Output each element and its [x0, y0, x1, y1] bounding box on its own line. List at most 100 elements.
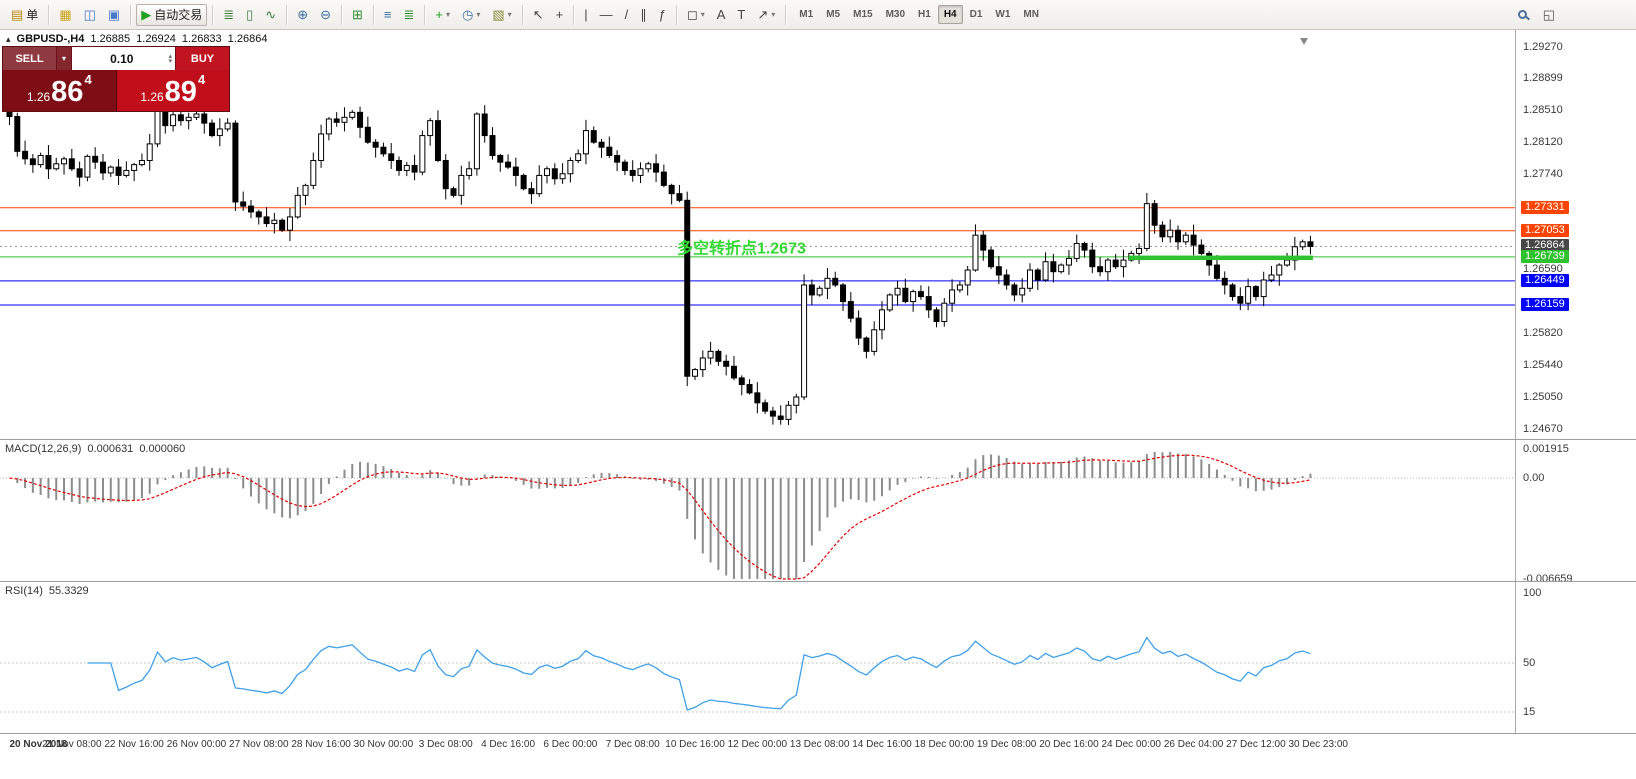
- vertical-line-button[interactable]: |: [579, 4, 592, 26]
- fibonacci-button[interactable]: ƒ: [654, 4, 671, 26]
- new-chart-window-button[interactable]: ◱: [1538, 4, 1560, 26]
- text-label-icon: T: [737, 7, 746, 22]
- time-axis[interactable]: 20 Nov 2018 21 Nov 08:00 22 Nov 16:00 26 No…: [0, 733, 1636, 755]
- chart-bars-button[interactable]: ≣: [218, 4, 239, 26]
- text-button[interactable]: A: [712, 4, 731, 26]
- window-list-icon: ≡: [383, 7, 392, 22]
- symbol-search-button[interactable]: [1513, 4, 1532, 26]
- timeframe-m15-button[interactable]: M15: [853, 9, 873, 20]
- templates-button[interactable]: ▧ ▾: [487, 4, 516, 26]
- autotrading-icon: ▶: [141, 7, 152, 22]
- rsi-axis[interactable]: 100 50 15: [1518, 582, 1608, 733]
- sell-price-button[interactable]: 1.26 86 4: [3, 70, 117, 111]
- chart-annotation-text[interactable]: 多空转折点1.2673: [677, 239, 806, 258]
- buy-price-base: 1.26: [140, 90, 164, 104]
- time-label: 10 Dec 16:00: [665, 739, 725, 750]
- new-order-button[interactable]: ▤ 单: [6, 4, 43, 26]
- macd-scale-label: 0.00: [1523, 472, 1545, 485]
- chart-candles-icon: ▯: [246, 7, 254, 22]
- horizontal-line-button[interactable]: —: [595, 4, 618, 26]
- price-tag-1.26449: 1.26449: [1521, 273, 1569, 287]
- new-order-icon: ▤: [11, 7, 24, 22]
- indicators-icon: +: [435, 7, 443, 22]
- time-label: 22 Nov 16:00: [104, 739, 164, 750]
- price-tick: 1.25050: [1523, 390, 1563, 403]
- macd-axis[interactable]: 0.001915 0.00 -0.006659: [1518, 440, 1608, 581]
- sell-button[interactable]: SELL: [3, 47, 57, 70]
- volume-up-button[interactable]: ▴: [168, 52, 172, 60]
- price-tag-1.27331: 1.27331: [1521, 200, 1569, 214]
- toolbar-separator: [130, 4, 132, 25]
- zoom-out-button[interactable]: ⊖: [315, 4, 336, 26]
- open-value: 1.26885: [90, 33, 131, 45]
- chart-shift-marker-icon[interactable]: [1300, 38, 1308, 45]
- price-tick: 1.28510: [1523, 103, 1563, 116]
- macd-header[interactable]: MACD(12,26,9) 0.000631 0.000060: [5, 443, 185, 455]
- chart-line-button[interactable]: ∿: [260, 4, 281, 26]
- cursor-button[interactable]: ↖: [528, 4, 549, 26]
- time-label: 12 Dec 00:00: [727, 739, 788, 750]
- sell-options-caret-icon[interactable]: ▾: [57, 47, 72, 70]
- templates-icon: ▧: [492, 7, 505, 22]
- volume-down-button[interactable]: ▾: [168, 57, 172, 65]
- buy-price-button[interactable]: 1.26 89 4: [116, 70, 229, 111]
- window-list-button[interactable]: ≡: [379, 4, 397, 26]
- tile-windows-icon: ⊞: [352, 7, 363, 22]
- shapes-button[interactable]: ◻ ▾: [682, 4, 710, 26]
- rsi-chart[interactable]: [0, 582, 1516, 733]
- price-tick: 1.25440: [1523, 358, 1563, 371]
- timeframe-h1-button[interactable]: H1: [918, 9, 931, 20]
- channel-button[interactable]: ∥: [635, 4, 652, 26]
- rsi-header[interactable]: RSI(14) 55.3329: [5, 585, 89, 597]
- text-icon: A: [716, 7, 726, 22]
- macd-panel[interactable]: MACD(12,26,9) 0.000631 0.000060 0.001915…: [0, 439, 1636, 581]
- support-line-segment[interactable]: [1128, 255, 1313, 261]
- crosshair-button[interactable]: +: [551, 4, 569, 26]
- new-chart-window-icon: ◱: [1542, 7, 1555, 22]
- toolbar-separator: [48, 4, 50, 25]
- profiles-button[interactable]: ◫: [79, 4, 101, 26]
- macd-chart[interactable]: [0, 440, 1516, 581]
- time-label: 13 Dec 08:00: [789, 739, 850, 750]
- timeframe-w1-button[interactable]: W1: [995, 9, 1011, 20]
- toolbar-separator: [785, 4, 787, 25]
- time-label: 26 Nov 00:00: [166, 739, 227, 750]
- arrows-button[interactable]: ↗ ▾: [752, 4, 780, 26]
- autotrading-button[interactable]: ▶ 自动交易: [136, 3, 208, 26]
- price-axis[interactable]: 1.29270 1.28899 1.28510 1.28120 1.27740 1.265…: [1518, 30, 1608, 439]
- time-label: 4 Dec 16:00: [481, 739, 536, 750]
- main-chart-panel[interactable]: 多空转折点1.2673 ▴ GBPUSD-,H4 1.26885 1.26924…: [0, 30, 1636, 439]
- timeframe-m1-button[interactable]: M1: [799, 9, 814, 20]
- volume-box: 0.10 ▴ ▾: [72, 47, 175, 70]
- data-window-button[interactable]: ▣: [103, 4, 125, 26]
- text-label-button[interactable]: T: [732, 4, 750, 26]
- time-label: 24 Dec 00:00: [1101, 739, 1162, 750]
- macd-histogram: [16, 451, 1312, 579]
- timeframe-mn-button[interactable]: MN: [1023, 9, 1039, 20]
- volume-input[interactable]: 0.10: [110, 51, 134, 66]
- arrange-windows-button[interactable]: ≣: [399, 4, 420, 26]
- zoom-out-icon: ⊖: [320, 7, 331, 22]
- timeframe-m5-button[interactable]: M5: [826, 9, 841, 20]
- one-click-trading-panel: SELL ▾ 0.10 ▴ ▾ BUY 1.26 86 4: [2, 46, 230, 112]
- one-click-panel-toggle-icon[interactable]: ▴: [6, 33, 11, 44]
- chart-candles-button[interactable]: ▯: [241, 4, 258, 26]
- price-chart[interactable]: 多空转折点1.2673: [0, 30, 1516, 439]
- trendline-button[interactable]: /: [620, 4, 634, 26]
- macd-name: MACD(12,26,9): [5, 443, 82, 455]
- timeframe-m30-button[interactable]: M30: [885, 9, 906, 20]
- charts-button[interactable]: ▦: [54, 4, 76, 26]
- tile-windows-button[interactable]: ⊞: [347, 4, 368, 26]
- indicators-button[interactable]: + ▾: [430, 4, 455, 26]
- data-window-icon: ▣: [107, 7, 121, 22]
- buy-button[interactable]: BUY: [175, 47, 229, 70]
- time-label: 30 Dec 23:00: [1288, 739, 1348, 750]
- timeframe-h4-button[interactable]: H4: [937, 5, 963, 24]
- toolbar-right-group: ◱: [1513, 4, 1630, 26]
- timeframe-d1-button[interactable]: D1: [969, 9, 983, 20]
- periods-button[interactable]: ◷ ▾: [457, 4, 485, 26]
- vertical-line-icon: |: [584, 7, 588, 22]
- rsi-panel[interactable]: RSI(14) 55.3329 100 50 15: [0, 581, 1636, 733]
- zoom-in-button[interactable]: ⊕: [292, 4, 313, 26]
